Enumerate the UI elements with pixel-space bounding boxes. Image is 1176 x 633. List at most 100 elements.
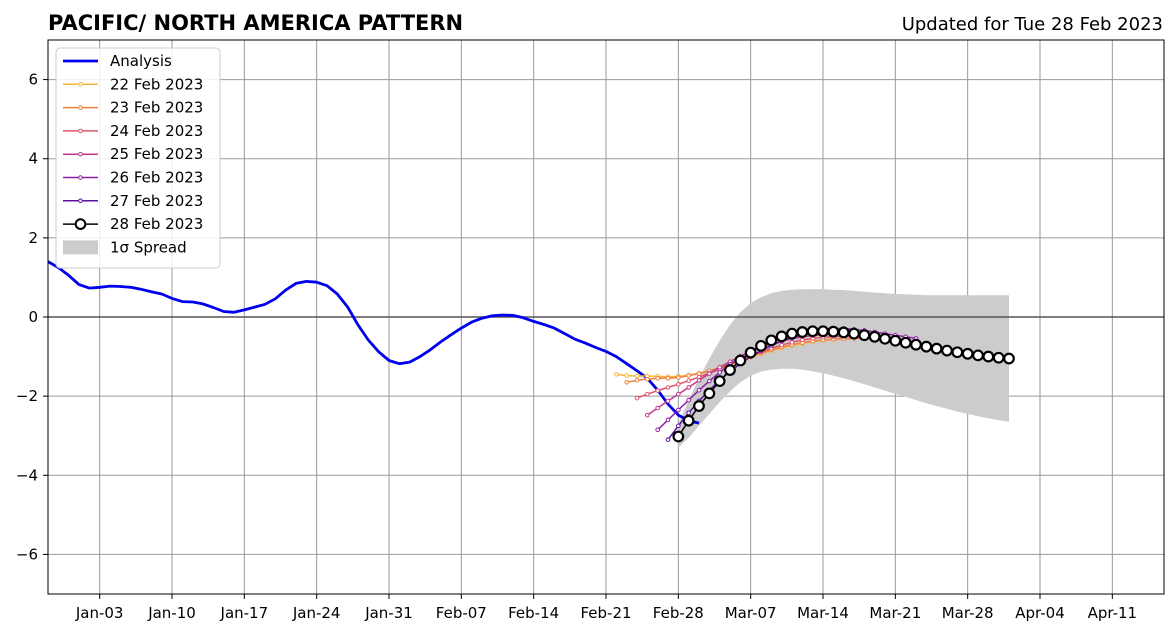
legend-spread-swatch bbox=[63, 240, 98, 255]
latest-forecast-point bbox=[817, 325, 829, 338]
latest-forecast-point bbox=[868, 330, 881, 343]
forecast-point bbox=[696, 371, 702, 376]
chart-subtitle: Updated for Tue 28 Feb 2023 bbox=[902, 14, 1163, 35]
legend: Analysis 22 Feb 2023 23 Feb 2023 24 Feb 202… bbox=[55, 47, 221, 269]
latest-forecast-point bbox=[1003, 352, 1015, 365]
forecast-point bbox=[634, 395, 640, 401]
forecast-point bbox=[686, 385, 691, 390]
chart-title: PACIFIC/ NORTH AMERICA PATTERN bbox=[48, 11, 463, 35]
forecast-point bbox=[779, 342, 784, 348]
legend-label: Analysis bbox=[110, 52, 172, 70]
x-tick-label: Mar-07 bbox=[725, 604, 777, 622]
latest-forecast-point bbox=[889, 334, 902, 347]
legend-label: 24 Feb 2023 bbox=[110, 122, 203, 140]
latest-forecast-point bbox=[941, 344, 953, 357]
forecast-point bbox=[665, 417, 671, 423]
latest-forecast-point bbox=[982, 350, 995, 363]
forecast-point bbox=[676, 391, 681, 397]
forecast-point bbox=[665, 437, 671, 442]
x-tick-label: Feb-28 bbox=[653, 604, 704, 622]
x-tick-label: Jan-24 bbox=[292, 604, 341, 622]
forecast-point bbox=[717, 370, 722, 375]
legend-forecast-marker bbox=[78, 151, 83, 157]
legend-label: 23 Feb 2023 bbox=[110, 99, 203, 117]
forecast-point bbox=[696, 387, 702, 393]
forecast-point bbox=[789, 340, 795, 345]
forecast-point bbox=[707, 371, 712, 376]
legend-label: 27 Feb 2023 bbox=[110, 192, 203, 210]
latest-forecast-point bbox=[672, 430, 685, 443]
latest-forecast-point bbox=[806, 325, 819, 338]
forecast-point bbox=[665, 385, 671, 390]
forecast-point bbox=[645, 376, 650, 382]
latest-forecast-point bbox=[930, 342, 943, 355]
latest-forecast-point bbox=[951, 346, 964, 359]
latest-forecast-point bbox=[910, 338, 922, 351]
forecast-point bbox=[686, 378, 691, 384]
forecast-point bbox=[655, 376, 660, 381]
legend-label: 25 Feb 2023 bbox=[110, 145, 203, 163]
legend-forecast-marker bbox=[78, 198, 83, 204]
forecast-point bbox=[686, 373, 691, 378]
latest-forecast-point bbox=[724, 364, 736, 376]
latest-forecast-point bbox=[827, 325, 840, 338]
forecast-point bbox=[634, 378, 640, 383]
forecast-point bbox=[665, 376, 671, 381]
legend-label: 26 Feb 2023 bbox=[110, 169, 203, 187]
x-tick-label: Apr-04 bbox=[1015, 604, 1065, 622]
forecast-point bbox=[676, 375, 681, 380]
x-tick-label: Mar-28 bbox=[942, 604, 994, 622]
latest-forecast-point bbox=[992, 351, 1005, 364]
legend-forecast-marker bbox=[78, 105, 83, 110]
legend-forecast-marker bbox=[78, 175, 83, 180]
latest-forecast-point bbox=[858, 329, 871, 342]
y-tick-label: 0 bbox=[28, 308, 38, 326]
series-lines bbox=[47, 260, 1015, 443]
latest-forecast-point bbox=[703, 387, 716, 400]
x-tick-label: Apr-11 bbox=[1088, 604, 1138, 622]
forecast-point bbox=[655, 405, 660, 411]
y-tick-label: −4 bbox=[16, 466, 38, 484]
axes: Jan-03 Jan-10 Jan-17 Jan-24 Jan-31 Feb-07 Feb-… bbox=[16, 39, 1165, 622]
x-tick-label: Jan-17 bbox=[220, 604, 269, 622]
x-tick-label: Jan-03 bbox=[75, 604, 124, 622]
forecast-point bbox=[676, 407, 681, 413]
latest-forecast-point bbox=[786, 327, 798, 340]
forecast-point bbox=[665, 398, 671, 404]
legend-label: 22 Feb 2023 bbox=[110, 75, 203, 93]
x-tick-label: Mar-21 bbox=[869, 604, 921, 622]
x-tick-label: Feb-14 bbox=[508, 604, 559, 622]
x-tick-label: Feb-21 bbox=[580, 604, 631, 622]
forecast-point bbox=[645, 412, 650, 418]
y-tick-label: 2 bbox=[28, 229, 38, 247]
plot-frame bbox=[47, 39, 1165, 595]
forecast-point bbox=[634, 373, 640, 379]
latest-forecast-point bbox=[775, 330, 788, 343]
legend-forecast-marker bbox=[78, 82, 83, 87]
forecast-point bbox=[686, 410, 691, 416]
legend-label: 1σ Spread bbox=[110, 238, 187, 256]
spread-band bbox=[678, 289, 1009, 448]
forecast-point bbox=[645, 391, 650, 397]
x-tick-label: Feb-07 bbox=[436, 604, 487, 622]
latest-forecast-point bbox=[765, 334, 778, 347]
legend-box bbox=[55, 47, 221, 269]
latest-forecast-point bbox=[693, 400, 705, 412]
latest-forecast-point bbox=[837, 326, 850, 339]
latest-forecast-point bbox=[682, 414, 695, 427]
latest-forecast-point bbox=[755, 339, 767, 352]
y-tick-label: 6 bbox=[28, 71, 38, 89]
forecast-point bbox=[624, 373, 629, 378]
forecast-point bbox=[676, 423, 681, 429]
forecast-point bbox=[696, 378, 702, 383]
forecast-point bbox=[624, 379, 629, 385]
latest-forecast-point bbox=[744, 346, 757, 359]
forecast-point bbox=[717, 364, 722, 370]
latest-forecast-point bbox=[899, 336, 912, 349]
legend-label: 28 Feb 2023 bbox=[110, 215, 203, 233]
legend-forecast-marker bbox=[78, 128, 83, 134]
latest-forecast-point bbox=[796, 326, 809, 338]
forecast-point bbox=[655, 427, 660, 433]
forecast-point bbox=[686, 397, 691, 403]
